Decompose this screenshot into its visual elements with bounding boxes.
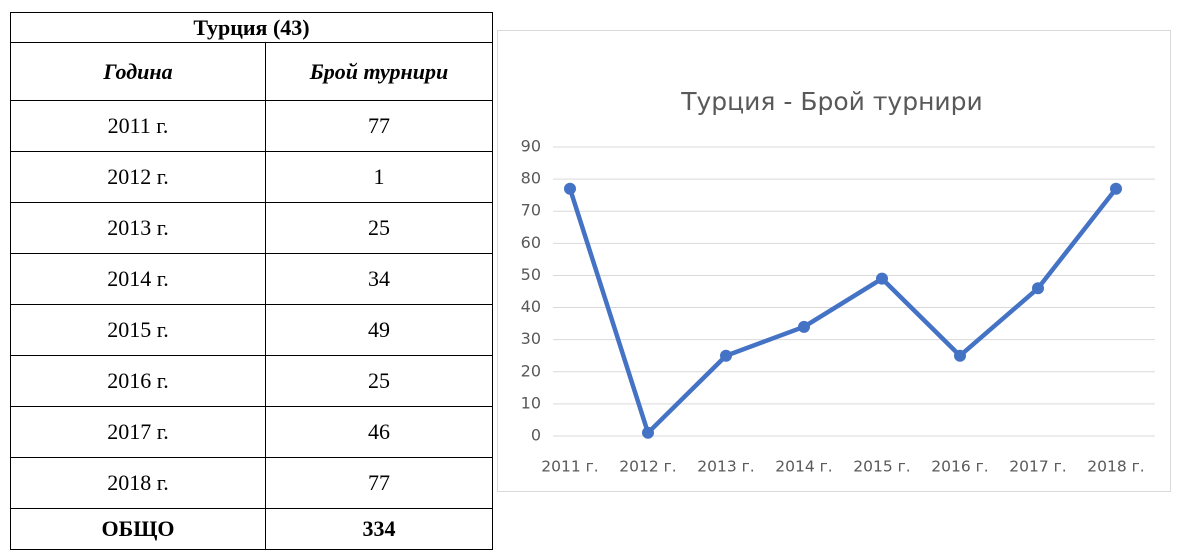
y-tick-label: 30 xyxy=(521,329,541,348)
table-row: 2011 г. 77 xyxy=(10,100,493,152)
table-title: Турция (43) xyxy=(10,12,493,43)
total-cell: ОБЩО xyxy=(10,508,266,550)
y-tick-label: 40 xyxy=(521,297,541,316)
table-row: 2013 г. 25 xyxy=(10,202,493,254)
point xyxy=(564,182,576,195)
x-tick-label: 2018 г. xyxy=(1087,458,1144,476)
table-cell: 2016 г. xyxy=(10,355,266,407)
table-row: 2014 г. 34 xyxy=(10,253,493,305)
y-tick-label: 70 xyxy=(521,201,541,220)
y-tick-label: 90 xyxy=(521,137,541,156)
total-cell: 334 xyxy=(265,508,493,550)
table-cell: 2011 г. xyxy=(10,100,266,152)
y-tick-label: 0 xyxy=(531,426,541,445)
table-cell: 2013 г. xyxy=(10,202,266,254)
y-tick-label: 50 xyxy=(521,265,541,284)
x-tick-label: 2012 г. xyxy=(619,458,676,476)
column-header: Брой турнири xyxy=(265,42,493,101)
table-cell: 1 xyxy=(265,151,493,203)
x-tick-label: 2014 г. xyxy=(775,458,832,476)
table-cell: 2014 г. xyxy=(10,253,266,305)
y-tick-label: 80 xyxy=(521,169,541,188)
table-cell: 2015 г. xyxy=(10,304,266,356)
table-cell: 77 xyxy=(265,100,493,152)
table-row: 2012 г. 1 xyxy=(10,151,493,203)
point xyxy=(798,320,810,333)
y-tick-label: 20 xyxy=(521,361,541,380)
point xyxy=(876,272,888,285)
table-row: 2018 г. 77 xyxy=(10,457,493,509)
y-tick-label: 60 xyxy=(521,233,541,252)
chart: Турция - Брой турнири 0 10 20 30 40 50 60 70 80 9… xyxy=(497,30,1171,492)
title-row: Турция (43) xyxy=(10,12,493,43)
table-cell: 25 xyxy=(265,202,493,254)
table-row: 2017 г. 46 xyxy=(10,406,493,458)
line xyxy=(567,187,1118,436)
total-row: ОБЩО 334 xyxy=(10,508,493,550)
table-cell: 77 xyxy=(265,457,493,509)
x-tick-label: 2013 г. xyxy=(697,458,754,476)
point xyxy=(1032,282,1044,295)
table-body: Турция (43) Година Брой турнири 2011 г. 77… xyxy=(10,12,493,550)
table-cell: 2017 г. xyxy=(10,406,266,458)
data-table: Турция (43) Година Брой турнири 2011 г. 77… xyxy=(10,12,493,550)
x-tick-label: 2017 г. xyxy=(1009,458,1066,476)
point xyxy=(642,426,654,439)
table-cell: 2012 г. xyxy=(10,151,266,203)
point xyxy=(954,349,966,362)
table-cell: 34 xyxy=(265,253,493,305)
table-row: 2015 г. 49 xyxy=(10,304,493,356)
table-cell: 46 xyxy=(265,406,493,458)
y-tick-label: 10 xyxy=(521,393,541,412)
chart-title: Турция - Брой турнири xyxy=(680,87,983,116)
table-cell: 2018 г. xyxy=(10,457,266,509)
x-tick-label: 2015 г. xyxy=(853,458,910,476)
header-row: Година Брой турнири xyxy=(10,42,493,101)
table-row: 2016 г. 25 xyxy=(10,355,493,407)
point xyxy=(1110,182,1122,195)
point xyxy=(720,349,732,362)
column-header: Година xyxy=(10,42,266,101)
table-cell: 49 xyxy=(265,304,493,356)
x-tick-label: 2016 г. xyxy=(931,458,988,476)
table-cell: 25 xyxy=(265,355,493,407)
x-tick-label: 2011 г. xyxy=(541,458,598,476)
